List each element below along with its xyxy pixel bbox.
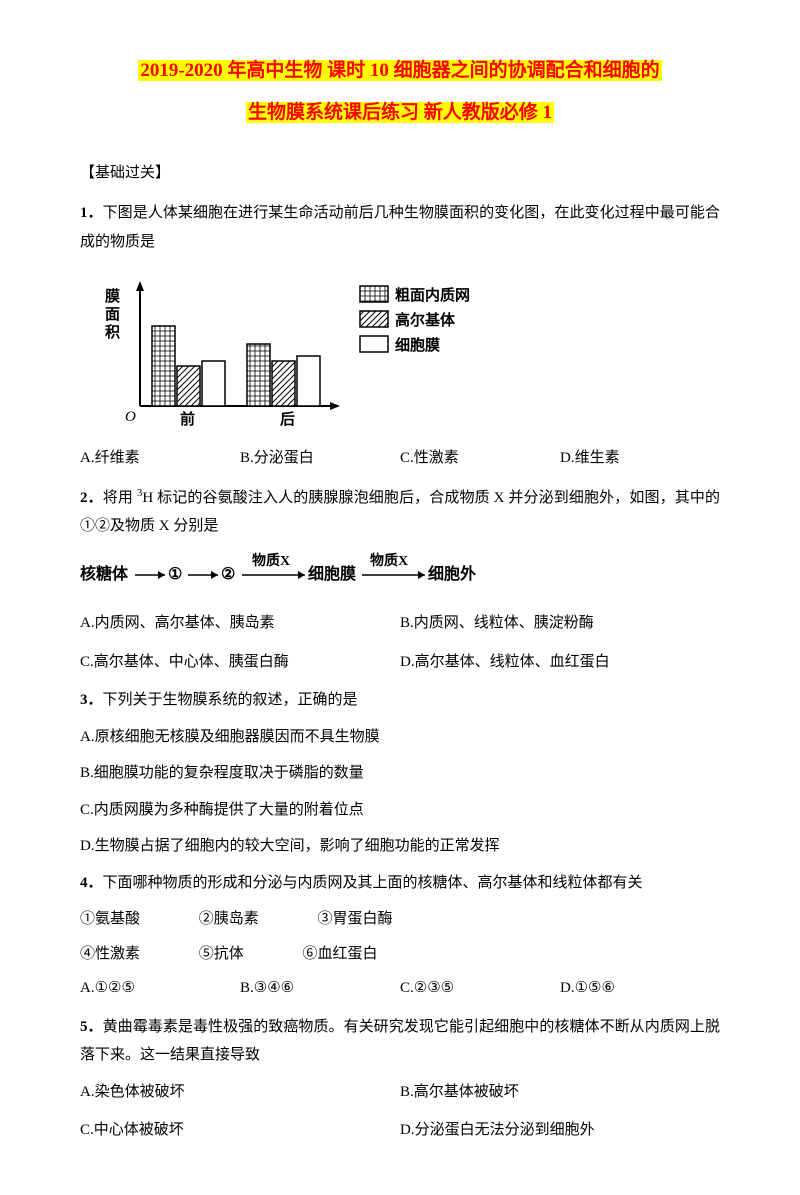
question-2: 2．将用 3H 标记的谷氨酸注入人的胰腺腺泡细胞后，合成物质 X 并分泌到细胞外… <box>80 483 720 541</box>
q1-opt-b: B.分泌蛋白 <box>240 444 400 473</box>
q4-opt-a: A.①②⑤ <box>80 974 240 1003</box>
q3-opt-d: D.生物膜占据了细胞内的较大空间，影响了细胞功能的正常发挥 <box>80 832 720 861</box>
legend-2: 高尔基体 <box>395 311 456 329</box>
q5-num: 5． <box>80 1019 103 1035</box>
question-1: 1．下图是人体某细胞在进行某生命活动前后几种生物膜面积的变化图，在此变化过程中最… <box>80 199 720 256</box>
q4-opt-c: C.②③⑤ <box>400 974 560 1003</box>
chart-ylabel: 膜 <box>105 287 120 305</box>
svg-text:细胞外: 细胞外 <box>428 564 476 583</box>
chart-xlabel-after: 后 <box>280 411 295 428</box>
q1-num: 1． <box>80 205 103 221</box>
q1-options: A.纤维素 B.分泌蛋白 C.性激素 D.维生素 <box>80 444 720 473</box>
q1-opt-d: D.维生素 <box>560 444 720 473</box>
q4-sub3: ③胃蛋白酶 <box>318 905 393 934</box>
q5-text: 黄曲霉毒素是毒性极强的致癌物质。有关研究发现它能引起细胞中的核糖体不断从内质网上… <box>80 1019 720 1064</box>
q2-opt-c: C.高尔基体、中心体、胰蛋白酶 <box>80 648 400 677</box>
q4-sub2: ②胰岛素 <box>199 905 259 934</box>
q2-text1: 将用 <box>103 490 137 506</box>
q4-subs-row1: ①氨基酸 ②胰岛素 ③胃蛋白酶 <box>80 905 720 934</box>
q4-sub1: ①氨基酸 <box>80 905 140 934</box>
q4-sub5: ⑤抗体 <box>199 940 244 969</box>
q3-num: 3． <box>80 692 103 708</box>
q1-opt-a: A.纤维素 <box>80 444 240 473</box>
svg-text:②: ② <box>221 566 235 583</box>
q5-options-row1: A.染色体被破坏 B.高尔基体被破坏 <box>80 1078 720 1107</box>
q4-options: A.①②⑤ B.③④⑥ C.②③⑤ D.①⑤⑥ <box>80 974 720 1003</box>
legend-1: 粗面内质网 <box>395 286 470 304</box>
svg-text:细胞膜: 细胞膜 <box>308 564 356 583</box>
q2-opt-d: D.高尔基体、线粒体、血红蛋白 <box>400 648 720 677</box>
q4-sub6: ⑥血红蛋白 <box>303 940 378 969</box>
q2-flow-diagram: 核糖体 ① ② 物质X 细胞膜 物质X 细胞外 <box>80 551 720 600</box>
document-title: 2019-2020 年高中生物 课时 10 细胞器之间的协调配合和细胞的 生物膜… <box>80 50 720 134</box>
q2-num: 2． <box>80 490 103 506</box>
q4-text: 下面哪种物质的形成和分泌与内质网及其上面的核糖体、高尔基体和线粒体都有关 <box>103 875 643 891</box>
svg-text:核糖体: 核糖体 <box>80 564 129 583</box>
svg-text:物质X: 物质X <box>370 552 408 569</box>
svg-text:O: O <box>125 409 136 425</box>
svg-text:①: ① <box>168 566 182 583</box>
q2-options-row2: C.高尔基体、中心体、胰蛋白酶 D.高尔基体、线粒体、血红蛋白 <box>80 648 720 677</box>
svg-text:物质X: 物质X <box>252 552 290 569</box>
q1-opt-c: C.性激素 <box>400 444 560 473</box>
q3-opt-b: B.细胞膜功能的复杂程度取决于磷脂的数量 <box>80 759 720 788</box>
q5-opt-a: A.染色体被破坏 <box>80 1078 400 1107</box>
q3-opt-c: C.内质网膜为多种酶提供了大量的附着位点 <box>80 796 720 825</box>
chart-xlabel-before: 前 <box>180 410 195 428</box>
q3-opt-a: A.原核细胞无核膜及细胞器膜因而不具生物膜 <box>80 723 720 752</box>
q5-opt-c: C.中心体被破坏 <box>80 1116 400 1145</box>
title-line2: 生物膜系统课后练习 新人教版必修 1 <box>246 102 554 123</box>
q4-num: 4． <box>80 875 103 891</box>
svg-text:积: 积 <box>105 323 120 341</box>
q2-text2: H 标记的谷氨酸注入人的胰腺腺泡细胞后，合成物质 X 并分泌到细胞外，如图，其中… <box>80 490 720 535</box>
q2-opt-a: A.内质网、高尔基体、胰岛素 <box>80 609 400 638</box>
bar-chart-svg: 膜 面 积 O 前 后 粗面内质网 高尔基体 细胞膜 <box>85 266 515 436</box>
q4-opt-b: B.③④⑥ <box>240 974 400 1003</box>
q2-options-row1: A.内质网、高尔基体、胰岛素 B.内质网、线粒体、胰淀粉酶 <box>80 609 720 638</box>
q5-opt-b: B.高尔基体被破坏 <box>400 1078 720 1107</box>
section-header: 【基础过关】 <box>80 159 720 188</box>
question-5: 5．黄曲霉毒素是毒性极强的致癌物质。有关研究发现它能引起细胞中的核糖体不断从内质… <box>80 1013 720 1070</box>
question-4: 4．下面哪种物质的形成和分泌与内质网及其上面的核糖体、高尔基体和线粒体都有关 <box>80 869 720 898</box>
q5-options-row2: C.中心体被破坏 D.分泌蛋白无法分泌到细胞外 <box>80 1116 720 1145</box>
question-3: 3．下列关于生物膜系统的叙述，正确的是 <box>80 686 720 715</box>
q1-chart: 膜 面 积 O 前 后 粗面内质网 高尔基体 细胞膜 <box>80 266 720 436</box>
svg-text:面: 面 <box>105 306 120 323</box>
title-line1: 2019-2020 年高中生物 课时 10 细胞器之间的协调配合和细胞的 <box>138 60 661 81</box>
q4-subs-row2: ④性激素 ⑤抗体 ⑥血红蛋白 <box>80 940 720 969</box>
q1-text: 下图是人体某细胞在进行某生命活动前后几种生物膜面积的变化图，在此变化过程中最可能… <box>80 205 720 250</box>
q3-text: 下列关于生物膜系统的叙述，正确的是 <box>103 692 358 708</box>
q4-sub4: ④性激素 <box>80 940 140 969</box>
legend-3: 细胞膜 <box>395 336 440 354</box>
q4-opt-d: D.①⑤⑥ <box>560 974 720 1003</box>
flow-svg: 核糖体 ① ② 物质X 细胞膜 物质X 细胞外 <box>80 551 580 589</box>
q5-opt-d: D.分泌蛋白无法分泌到细胞外 <box>400 1116 720 1145</box>
q2-opt-b: B.内质网、线粒体、胰淀粉酶 <box>400 609 720 638</box>
